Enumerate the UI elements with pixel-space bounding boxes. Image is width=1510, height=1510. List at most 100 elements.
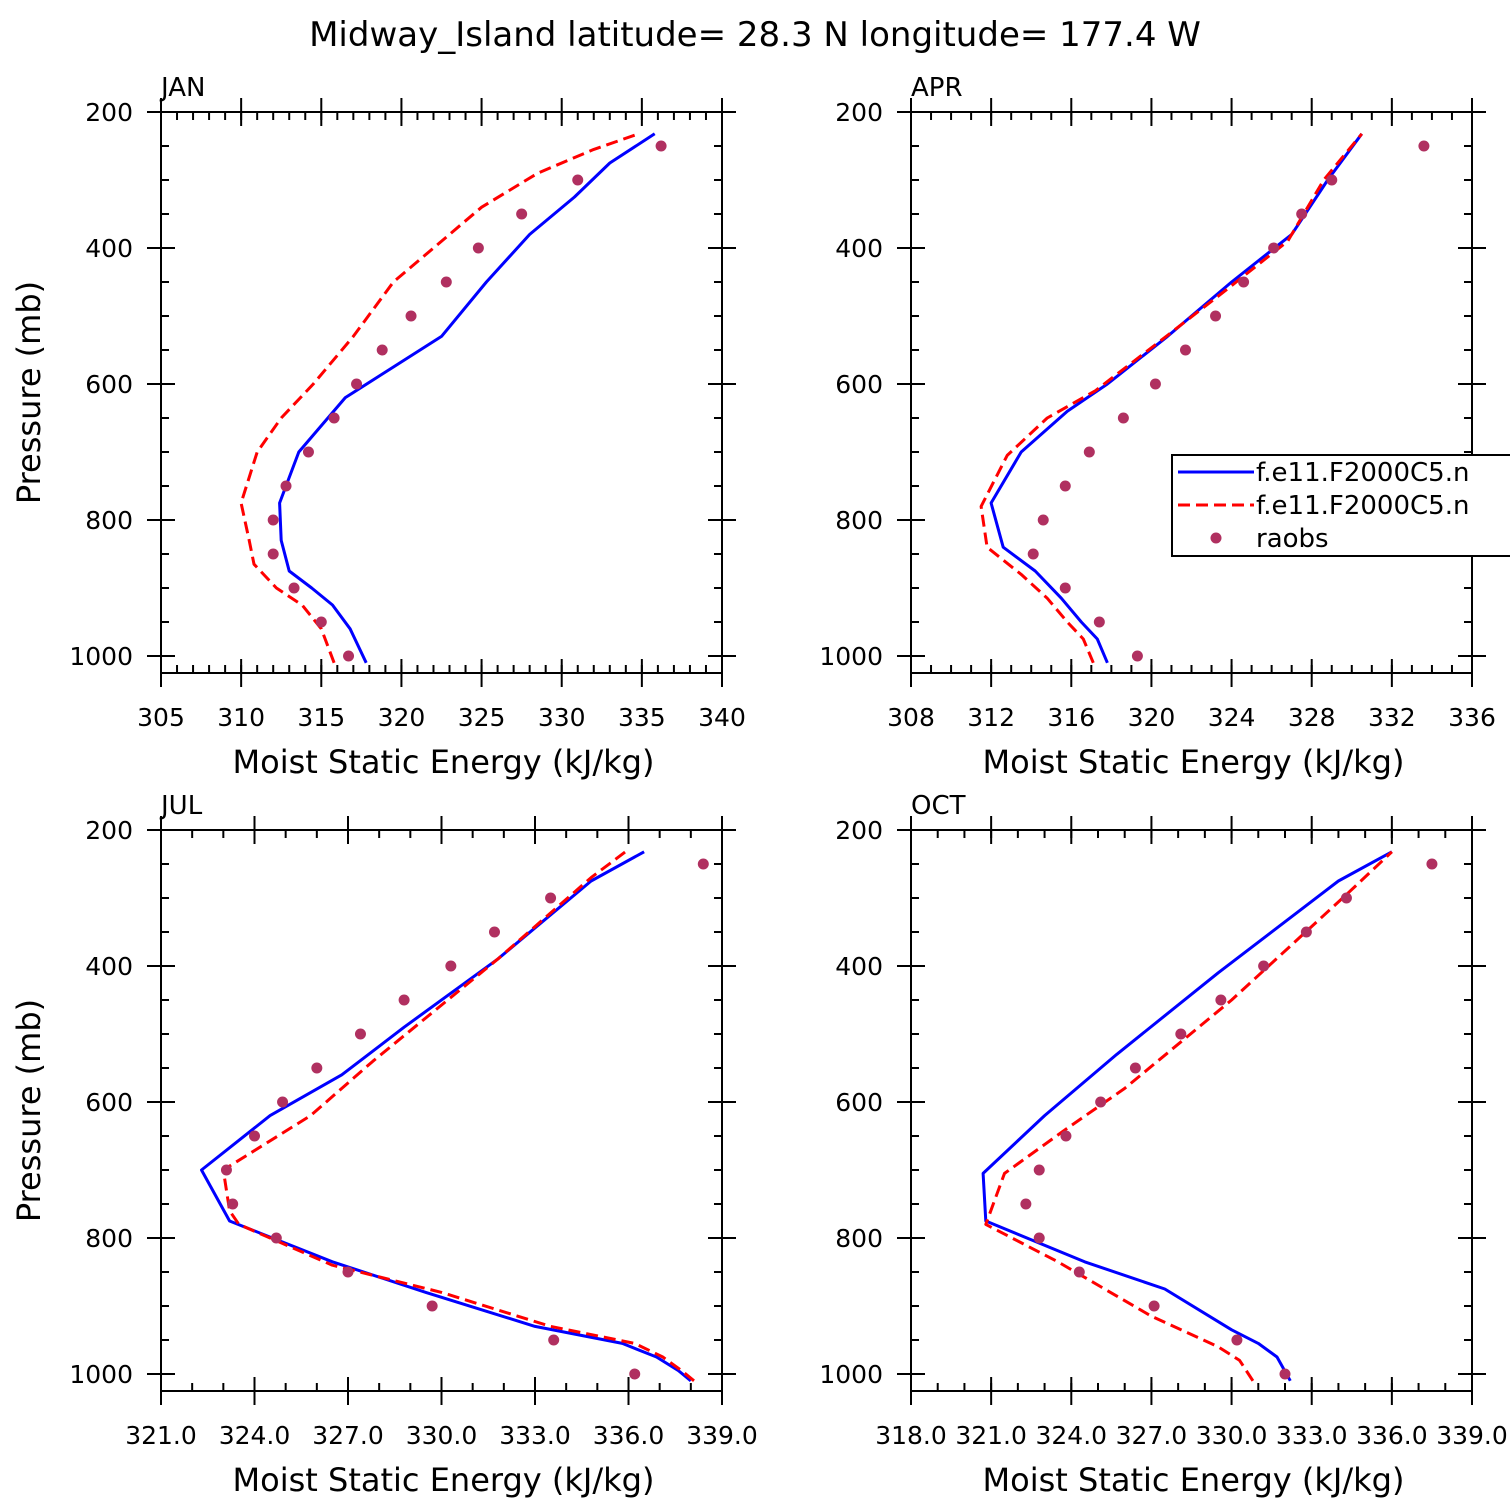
raobs-point — [1231, 1334, 1243, 1346]
plot-frame — [160, 111, 723, 674]
x-tick-label: 324.0 — [219, 1421, 291, 1450]
y-tick-label: 200 — [835, 98, 883, 127]
y-tick-label: 200 — [835, 816, 883, 845]
raobs-point — [1149, 378, 1161, 390]
raobs-point — [445, 960, 457, 972]
plot-frame — [910, 829, 1473, 1392]
raobs-point — [342, 1266, 354, 1278]
panel-label: JAN — [159, 73, 205, 103]
x-tick-label: 321.0 — [955, 1421, 1027, 1450]
raobs-point — [1027, 548, 1039, 560]
raobs-point — [572, 174, 584, 186]
x-tick-label: 321.0 — [125, 1421, 197, 1450]
model-solid-line — [200, 850, 692, 1382]
x-tick-label: 310 — [217, 703, 265, 732]
x-tick-label: 327.0 — [1116, 1421, 1188, 1450]
plot-frame — [160, 829, 723, 1392]
raobs-point — [1326, 174, 1338, 186]
raobs-point — [1117, 412, 1129, 424]
x-tick-label: 335 — [618, 703, 666, 732]
x-tick-label: 336 — [1448, 703, 1496, 732]
y-axis-label: Pressure (mb) — [10, 999, 48, 1222]
x-tick-label: 318.0 — [875, 1421, 947, 1450]
raobs-point — [1418, 140, 1430, 152]
raobs-point — [545, 892, 557, 904]
x-axis-label: Moist Static Energy (kJ/kg) — [233, 1461, 655, 1499]
raobs-point — [629, 1368, 641, 1380]
raobs-point — [398, 994, 410, 1006]
model-solid-line — [981, 850, 1393, 1382]
y-tick-label: 800 — [835, 1224, 883, 1253]
y-tick-label: 800 — [835, 506, 883, 535]
raobs-point — [1093, 616, 1105, 628]
raobs-point — [440, 276, 452, 288]
raobs-point — [516, 208, 528, 220]
legend-label: f.e11.F2000C5.n — [1256, 458, 1469, 488]
raobs-point — [280, 480, 292, 492]
figure-title: Midway_Island latitude= 28.3 N longitude… — [309, 15, 1201, 55]
raobs-point — [1033, 1232, 1045, 1244]
x-tick-label: 330.0 — [1196, 1421, 1268, 1450]
y-tick-label: 200 — [85, 98, 133, 127]
x-tick-label: 339.0 — [1436, 1421, 1508, 1450]
x-tick-label: 320 — [1128, 703, 1176, 732]
panel-label: APR — [911, 73, 963, 103]
x-axis-label: Moist Static Energy (kJ/kg) — [983, 1461, 1405, 1499]
model-dashed-line — [221, 850, 695, 1382]
panel-label: JUL — [159, 791, 203, 821]
raobs-point — [351, 378, 363, 390]
y-tick-label: 400 — [835, 234, 883, 263]
x-tick-label: 320 — [378, 703, 426, 732]
y-tick-label: 800 — [85, 506, 133, 535]
y-tick-label: 1000 — [819, 642, 883, 671]
x-tick-label: 327.0 — [312, 1421, 384, 1450]
y-tick-label: 200 — [85, 816, 133, 845]
y-tick-label: 800 — [85, 1224, 133, 1253]
raobs-point — [1426, 858, 1438, 870]
x-tick-label: 316 — [1047, 703, 1095, 732]
panel-apr: APR 308 312 316 320 324 328 332 336 200 400 600 800 1… — [819, 73, 1495, 781]
raobs-point — [1131, 650, 1143, 662]
raobs-point — [697, 858, 709, 870]
raobs-point — [343, 650, 355, 662]
y-tick-label: 600 — [835, 1088, 883, 1117]
raobs-point — [1340, 892, 1352, 904]
raobs-point — [1033, 1164, 1045, 1176]
raobs-point — [1210, 310, 1222, 322]
raobs-point — [1258, 960, 1270, 972]
raobs-point — [488, 926, 500, 938]
raobs-point — [1296, 208, 1308, 220]
raobs-point — [1268, 242, 1280, 254]
raobs-point — [405, 310, 417, 322]
y-tick-label: 400 — [85, 234, 133, 263]
x-tick-label: 339.0 — [686, 1421, 758, 1450]
raobs-point — [227, 1198, 239, 1210]
x-tick-label: 340 — [698, 703, 746, 732]
x-tick-label: 336.0 — [1356, 1421, 1428, 1450]
x-tick-label: 308 — [887, 703, 935, 732]
raobs-point — [1238, 276, 1250, 288]
raobs-point — [1300, 926, 1312, 938]
raobs-point — [1037, 514, 1049, 526]
x-tick-label: 333.0 — [1276, 1421, 1348, 1450]
model-dashed-line — [979, 132, 1363, 664]
raobs-point — [249, 1130, 260, 1142]
plot-frame — [910, 111, 1473, 674]
raobs-point — [1129, 1062, 1141, 1074]
raobs-point — [1073, 1266, 1085, 1278]
panel-oct: OCT 318.0 321.0 324.0 327.0 330.0 333.0 336.0 33… — [819, 791, 1507, 1499]
raobs-point — [1215, 994, 1227, 1006]
raobs-point — [548, 1334, 560, 1346]
x-tick-label: 324 — [1208, 703, 1256, 732]
panel-jul: JUL 321.0 324.0 327.0 330.0 333.0 336.0 339.0 20… — [10, 791, 758, 1499]
x-tick-label: 324.0 — [1035, 1421, 1107, 1450]
x-tick-label: 305 — [137, 703, 185, 732]
raobs-point — [655, 140, 667, 152]
y-tick-label: 1000 — [69, 642, 133, 671]
legend-marker — [1210, 532, 1222, 544]
raobs-point — [302, 446, 314, 458]
model-solid-line — [278, 132, 656, 664]
raobs-point — [1083, 446, 1095, 458]
